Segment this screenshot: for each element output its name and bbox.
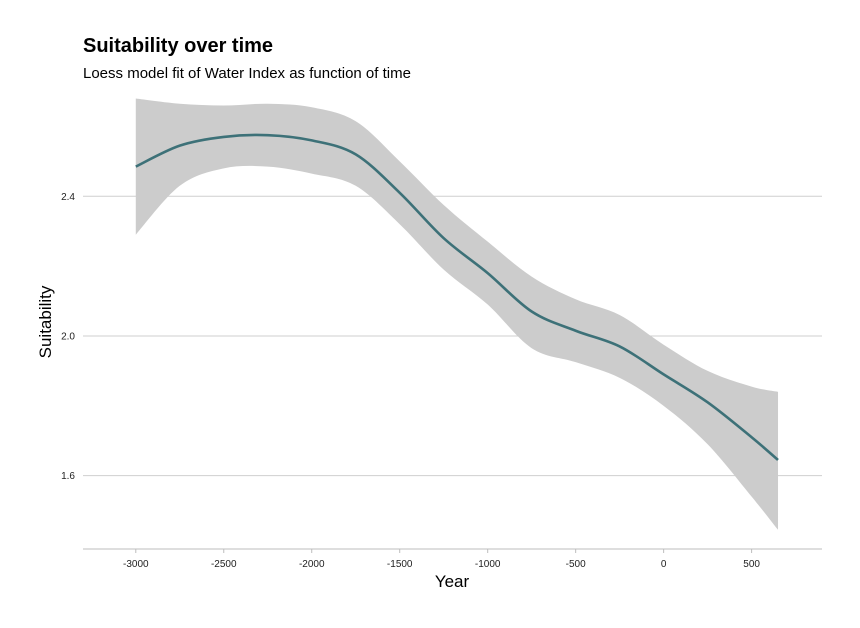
x-axis-ticks: -3000 -2500 -2000 -1500 -1000 -500 0 500 (123, 549, 760, 570)
x-tick-label: -1000 (475, 559, 501, 570)
x-axis-title: Year (435, 572, 470, 591)
y-tick-label: 2.4 (61, 192, 75, 203)
x-tick-label: -2500 (211, 559, 237, 570)
confidence-band (135, 98, 779, 530)
y-axis-title: Suitability (36, 285, 55, 358)
x-tick-label: -2000 (299, 559, 325, 570)
x-tick-label: -500 (566, 559, 586, 570)
x-tick-label: 0 (661, 559, 667, 570)
chart-title: Suitability over time (83, 35, 274, 57)
y-tick-label: 2.0 (61, 331, 75, 342)
x-tick-label: -1500 (387, 559, 413, 570)
loess-fit-line (135, 133, 779, 461)
grid-lines (83, 195, 822, 477)
x-tick-label: 500 (743, 559, 760, 570)
x-tick-label: -3000 (123, 559, 149, 570)
y-tick-label: 1.6 (61, 471, 75, 482)
chart-subtitle: Loess model fit of Water Index as functi… (83, 65, 411, 82)
y-axis-ticks: 1.6 2.0 2.4 (61, 192, 75, 482)
